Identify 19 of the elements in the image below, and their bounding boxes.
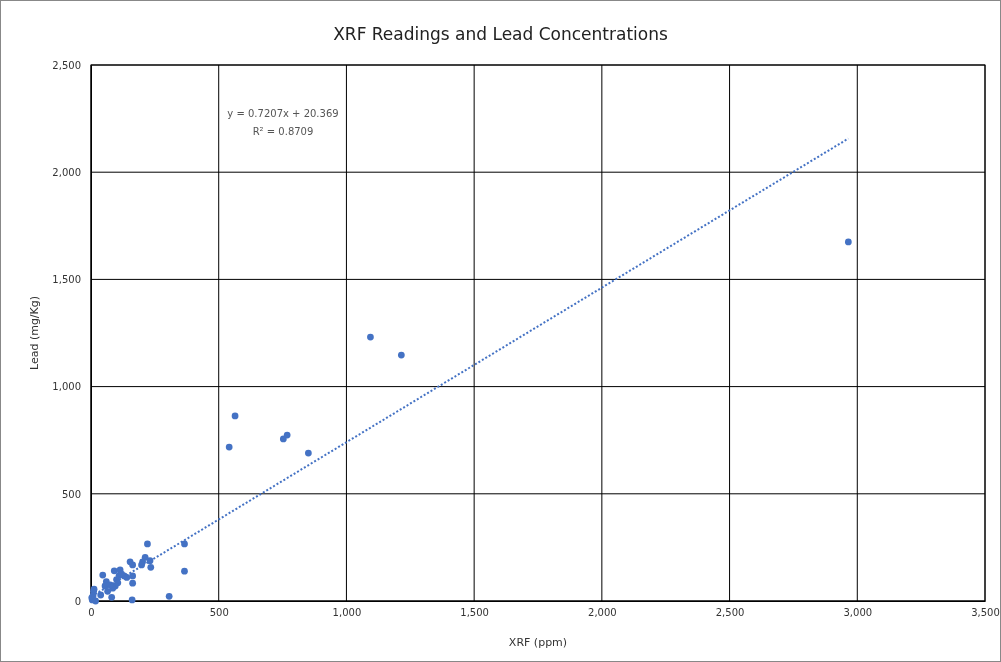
chart-title: XRF Readings and Lead Concentrations [333,24,668,44]
annotation: y = 0.7207x + 20.369 [227,108,339,119]
y-tick-label: 1,000 [52,381,81,393]
x-tick-label: 1,000 [332,607,362,619]
x-tick-label: 2,500 [715,607,745,619]
x-axis-title: XRF (ppm) [508,636,568,649]
y-tick-label: 0 [74,595,81,607]
annotation: R² = 0.8709 [252,126,314,137]
y-tick-label: 1,500 [52,274,81,286]
y-tick-label: 2,500 [52,59,81,71]
x-tick-label: 1,500 [460,607,489,619]
y-tick-label: 2,000 [52,166,81,178]
x-tick-label: 2,000 [588,607,617,619]
x-tick-label: 3,000 [843,607,873,619]
x-tick-label: 3,500 [971,607,1000,619]
y-axis-title: Lead (mg/Kg) [28,295,41,371]
x-tick-label: 500 [209,607,229,619]
y-tick-label: 500 [61,488,81,500]
x-tick-label: 0 [88,607,95,619]
